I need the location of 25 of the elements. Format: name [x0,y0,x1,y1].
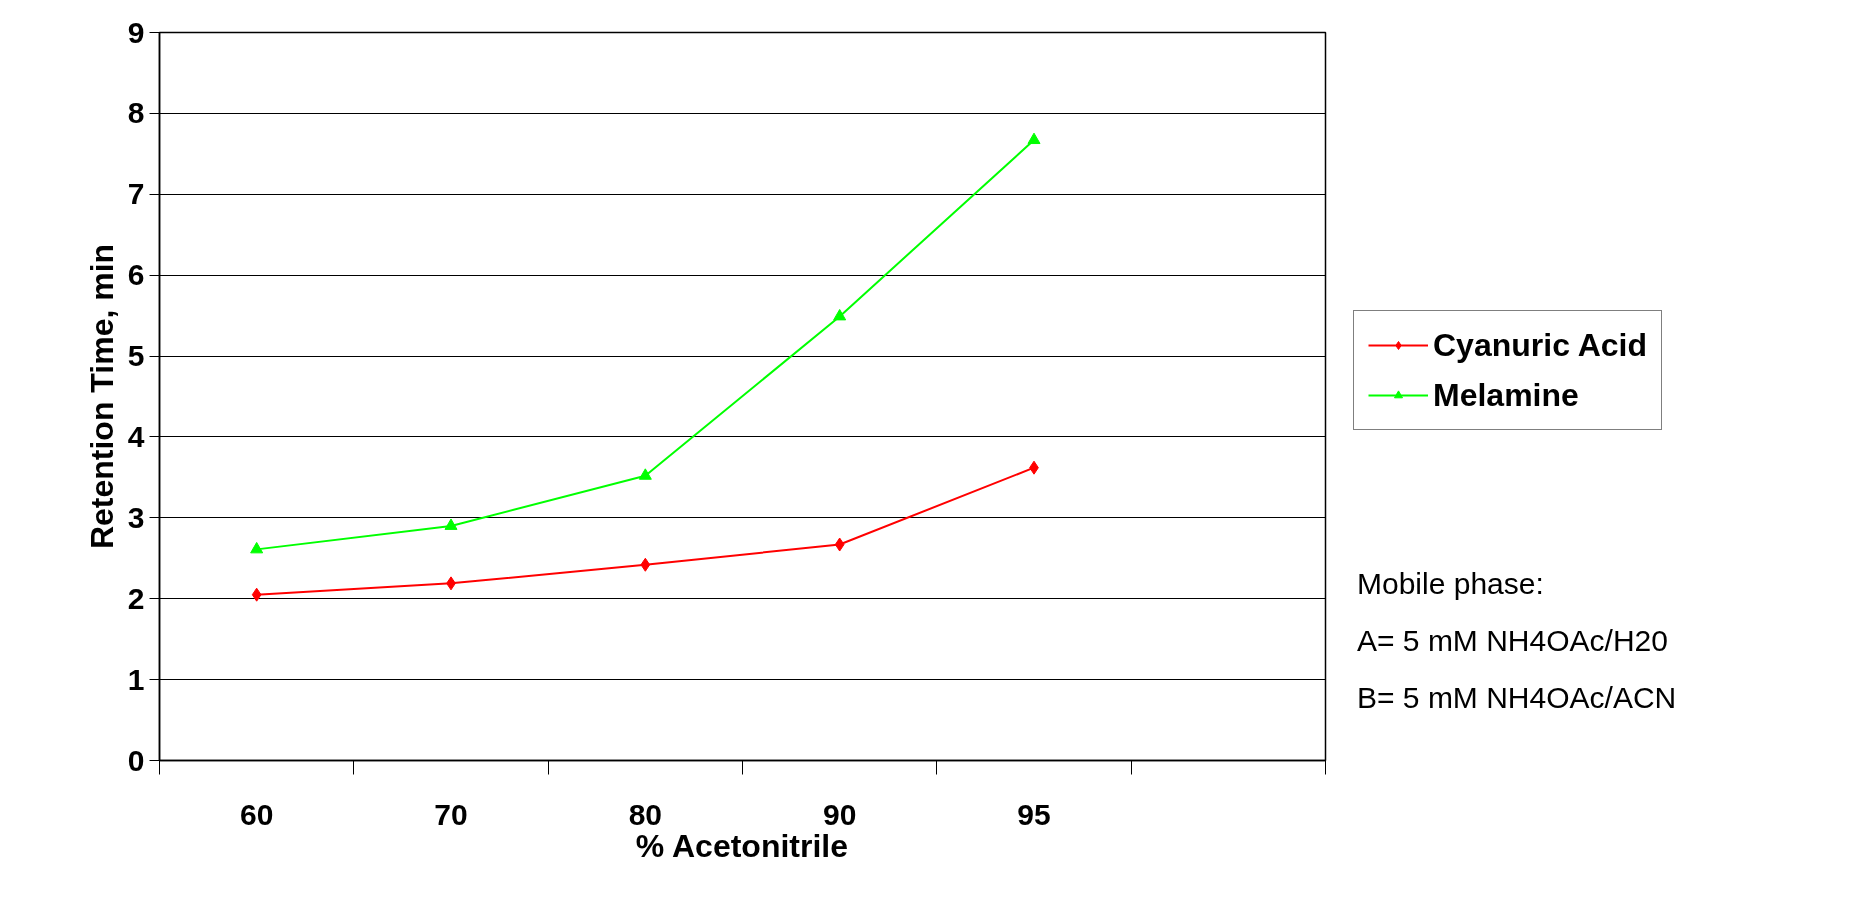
y-tick-label: 8 [127,96,145,130]
point [834,537,845,552]
y-tick-label: 3 [127,500,145,534]
point [640,557,651,572]
x-tick-label: 95 [1017,797,1051,831]
legend-label: Melamine [1433,375,1579,415]
y-tick-label: 4 [127,419,145,453]
y-tick-label: 7 [127,177,145,211]
point [833,308,847,321]
point [444,518,458,530]
point [1027,132,1041,145]
x-tick-label: 60 [239,797,274,831]
y-tick-label: 6 [127,258,145,292]
y-tick-label: 9 [127,15,145,49]
y-tick-label: 1 [127,662,145,696]
point [251,587,262,602]
text: Mobile phase: A= 5 mM NH4OAc/H20 B= 5 mM NH4OAc/ACN [1357,566,1677,716]
y-tick-label: 5 [127,339,145,373]
y-axis-title: Retention Time, min [83,243,120,550]
y-tick-label: 0 [127,743,145,777]
legend-label: Cyanuric Acid [1433,325,1647,365]
y-tick-label: 2 [127,581,145,615]
x-tick-label: 70 [434,797,468,831]
point [638,468,652,480]
point [250,541,264,554]
